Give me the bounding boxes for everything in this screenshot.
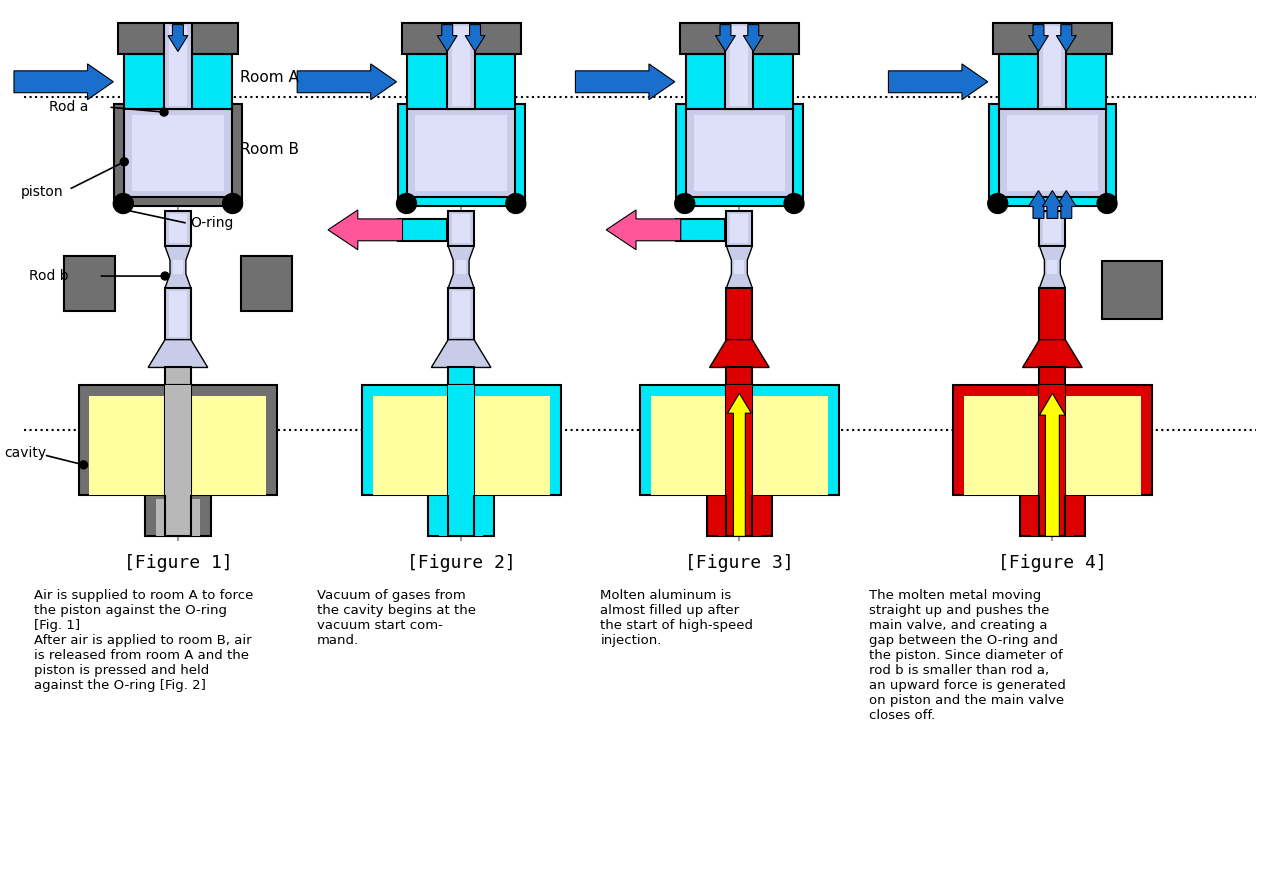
- Text: Air is supplied to room A to force
the piston against the O-ring
[Fig. 1]
After : Air is supplied to room A to force the p…: [33, 589, 253, 692]
- Polygon shape: [716, 25, 736, 51]
- Bar: [448, 288, 474, 340]
- Bar: [114, 104, 242, 207]
- Bar: [1039, 385, 1065, 537]
- Polygon shape: [1056, 191, 1076, 218]
- Bar: [993, 23, 1112, 55]
- Bar: [1039, 211, 1065, 246]
- Circle shape: [79, 461, 87, 469]
- Polygon shape: [735, 260, 745, 274]
- Polygon shape: [456, 260, 466, 274]
- Polygon shape: [173, 260, 183, 274]
- Bar: [686, 55, 794, 109]
- Bar: [1039, 368, 1065, 385]
- Text: Vacuum of gases from
the cavity begins at the
vacuum start com-
mand.: Vacuum of gases from the cavity begins a…: [317, 589, 476, 647]
- Circle shape: [506, 194, 526, 214]
- Bar: [165, 368, 191, 385]
- Bar: [165, 211, 191, 246]
- Text: Molten aluminum is
almost filled up after
the start of high-speed
injection.: Molten aluminum is almost filled up afte…: [600, 589, 753, 647]
- Bar: [398, 104, 525, 207]
- Bar: [407, 109, 515, 196]
- Text: [Figure 3]: [Figure 3]: [685, 554, 794, 572]
- Bar: [676, 219, 726, 241]
- Bar: [1030, 499, 1074, 537]
- Bar: [156, 499, 200, 537]
- Bar: [954, 385, 1152, 495]
- Polygon shape: [165, 246, 191, 288]
- Bar: [1102, 261, 1162, 319]
- Text: cavity: cavity: [4, 446, 46, 460]
- Bar: [124, 109, 232, 196]
- Bar: [416, 115, 507, 191]
- Text: Rod a: Rod a: [49, 100, 88, 114]
- Bar: [964, 396, 1140, 495]
- Bar: [686, 109, 794, 196]
- Bar: [447, 23, 475, 109]
- Polygon shape: [297, 64, 397, 99]
- Bar: [998, 55, 1106, 109]
- Bar: [124, 55, 232, 109]
- Bar: [90, 396, 266, 495]
- Bar: [165, 385, 191, 537]
- Bar: [169, 26, 187, 106]
- Bar: [448, 211, 474, 246]
- Bar: [372, 396, 549, 495]
- Polygon shape: [1023, 340, 1082, 368]
- Bar: [132, 115, 224, 191]
- Bar: [964, 396, 1140, 495]
- Bar: [448, 385, 474, 537]
- Polygon shape: [888, 64, 988, 99]
- Text: piston: piston: [20, 185, 64, 199]
- Bar: [727, 385, 753, 495]
- Bar: [439, 499, 483, 537]
- Bar: [652, 396, 828, 495]
- Polygon shape: [1039, 246, 1065, 288]
- Bar: [118, 23, 238, 55]
- Polygon shape: [607, 210, 681, 250]
- Bar: [998, 109, 1106, 196]
- Bar: [727, 211, 753, 246]
- Circle shape: [785, 194, 804, 214]
- Bar: [676, 104, 803, 207]
- Polygon shape: [168, 25, 188, 51]
- Text: [Figure 1]: [Figure 1]: [124, 554, 232, 572]
- Bar: [988, 104, 1116, 207]
- Bar: [145, 495, 211, 537]
- Polygon shape: [1056, 25, 1076, 51]
- Bar: [402, 23, 521, 55]
- Bar: [362, 385, 561, 495]
- Text: Room B: Room B: [239, 143, 298, 158]
- Circle shape: [119, 206, 127, 214]
- Bar: [90, 396, 266, 495]
- Polygon shape: [1047, 260, 1057, 274]
- Bar: [1043, 215, 1061, 243]
- Bar: [731, 26, 749, 106]
- Circle shape: [120, 158, 128, 165]
- Bar: [241, 256, 292, 311]
- Bar: [372, 396, 549, 495]
- Bar: [680, 23, 799, 55]
- Circle shape: [161, 272, 169, 280]
- Polygon shape: [328, 210, 402, 250]
- Bar: [731, 215, 749, 243]
- Circle shape: [223, 194, 242, 214]
- Bar: [726, 23, 754, 109]
- Bar: [652, 396, 828, 495]
- Bar: [165, 288, 191, 340]
- Text: [Figure 4]: [Figure 4]: [998, 554, 1107, 572]
- Polygon shape: [438, 25, 457, 51]
- Bar: [164, 23, 192, 109]
- Text: [Figure 2]: [Figure 2]: [407, 554, 516, 572]
- Polygon shape: [1042, 191, 1062, 218]
- Bar: [165, 385, 191, 495]
- Polygon shape: [1029, 191, 1048, 218]
- Bar: [727, 288, 753, 340]
- Bar: [452, 26, 470, 106]
- Polygon shape: [465, 25, 485, 51]
- Bar: [727, 368, 753, 385]
- Bar: [452, 291, 470, 337]
- Circle shape: [114, 194, 133, 214]
- Polygon shape: [1039, 393, 1065, 537]
- Text: Rod b: Rod b: [29, 269, 69, 283]
- Polygon shape: [431, 340, 492, 368]
- Circle shape: [988, 194, 1007, 214]
